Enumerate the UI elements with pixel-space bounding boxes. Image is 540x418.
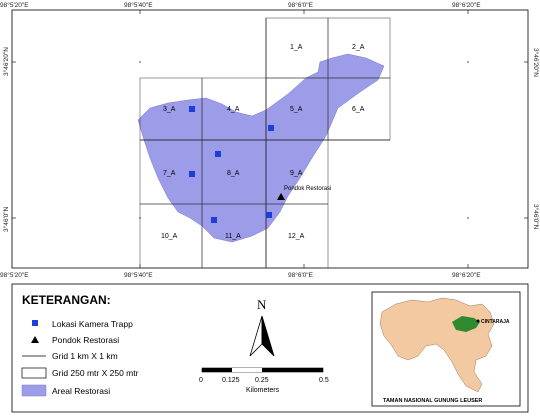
camera-trap-marker bbox=[215, 151, 221, 157]
camera-trap-marker bbox=[211, 217, 217, 223]
scale-tick-0: 0 bbox=[199, 377, 203, 384]
coord-bottom-1: 98°5'20"E bbox=[0, 271, 29, 279]
coord-right-1: 3°46'20"N bbox=[532, 48, 540, 77]
legend-title: KETERANGAN: bbox=[22, 293, 111, 307]
legend-area-symbol bbox=[21, 384, 47, 397]
camera-trap-points bbox=[189, 106, 274, 223]
coord-top-4: 98°6'20"E bbox=[452, 1, 481, 9]
cell-label-6a: 6_A bbox=[352, 106, 365, 113]
grid-cell-labels: 1_A 2_A 3_A 4_A 5_A 6_A 7_A 8_A 9_A 10_A… bbox=[161, 44, 365, 240]
coord-left-1: 3°46'20"N bbox=[2, 47, 10, 76]
inset-map: CINTARAJA TAMAN NASIONAL GUNUNG LEUSER bbox=[371, 291, 521, 407]
cell-label-3a: 3_A bbox=[163, 106, 176, 113]
scale-unit: Kilometers bbox=[246, 387, 280, 394]
legend-pondok-symbol bbox=[31, 336, 39, 343]
cell-label-10a: 10_A bbox=[161, 233, 178, 240]
camera-trap-marker bbox=[189, 171, 195, 177]
pondok-restorasi-label: Pondok Restorasi bbox=[284, 186, 331, 192]
legend-item-camera: Lokasi Kamera Trapp bbox=[52, 319, 133, 329]
coordinate-labels: 98°5'20"E 98°5'40"E 98°6'0"E 98°6'20"E 9… bbox=[0, 1, 540, 279]
inset-place-label: CINTARAJA bbox=[481, 319, 510, 325]
legend-grid250-symbol bbox=[21, 367, 47, 379]
legend-camera-symbol bbox=[32, 320, 38, 326]
scale-tick-0125: 0.125 bbox=[222, 377, 240, 384]
camera-trap-marker bbox=[266, 212, 272, 218]
north-label: N bbox=[257, 297, 267, 312]
scale-bar: 0 0.125 0.25 0.5 Kilometers bbox=[199, 367, 329, 394]
coord-top-1: 98°5'20"E bbox=[0, 1, 29, 9]
coord-top-2: 98°5'40"E bbox=[124, 1, 153, 9]
cell-label-12a: 12_A bbox=[288, 233, 305, 240]
pondok-restorasi-marker bbox=[277, 193, 285, 200]
cell-label-2a: 2_A bbox=[352, 44, 365, 51]
cell-label-1a: 1_A bbox=[290, 44, 303, 51]
inset-highlight bbox=[452, 316, 480, 332]
legend-item-area: Areal Restorasi bbox=[52, 386, 110, 396]
restoration-area bbox=[137, 53, 385, 243]
cell-label-8a: 8_A bbox=[227, 170, 240, 177]
coord-top-3: 98°6'0"E bbox=[288, 1, 314, 9]
scale-tick-025: 0.25 bbox=[255, 377, 269, 384]
inset-point bbox=[476, 319, 480, 323]
legend-item-pondok: Pondok Restorasi bbox=[52, 335, 119, 345]
camera-trap-marker bbox=[268, 125, 274, 131]
inset-caption: TAMAN NASIONAL GUNUNG LEUSER bbox=[383, 398, 482, 404]
coord-bottom-3: 98°6'0"E bbox=[288, 271, 314, 279]
camera-trap-marker bbox=[189, 106, 195, 112]
cell-label-7a: 7_A bbox=[163, 170, 176, 177]
cell-label-11a: 11_A bbox=[225, 233, 241, 240]
frame-ticks bbox=[12, 10, 528, 268]
cell-label-5a: 5_A bbox=[290, 106, 303, 113]
scale-tick-05: 0.5 bbox=[319, 377, 329, 384]
coord-left-2: 3°46'0"N bbox=[2, 206, 10, 232]
coord-bottom-2: 98°5'40"E bbox=[124, 271, 153, 279]
cell-label-4a: 4_A bbox=[227, 106, 240, 113]
legend-item-grid250: Grid 250 mtr X 250 mtr bbox=[52, 368, 139, 378]
coord-right-2: 3°46'0"N bbox=[532, 204, 540, 230]
north-arrow: N bbox=[249, 297, 275, 357]
grid-250m bbox=[139, 17, 391, 269]
coord-bottom-4: 98°6'20"E bbox=[452, 271, 481, 279]
cell-label-9a: 9_A bbox=[290, 170, 303, 177]
legend-item-grid1km: Grid 1 km X 1 km bbox=[52, 351, 118, 361]
legend: KETERANGAN: Lokasi Kamera Trapp Pondok R… bbox=[21, 293, 139, 397]
